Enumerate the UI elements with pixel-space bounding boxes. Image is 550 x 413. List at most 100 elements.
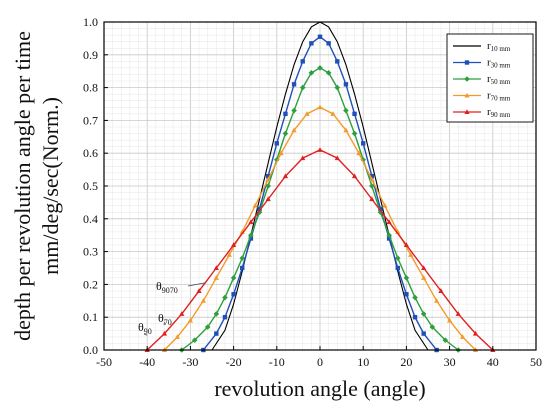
data-point <box>191 337 198 343</box>
data-point <box>386 232 392 238</box>
data-point <box>200 298 206 303</box>
data-point <box>429 324 436 330</box>
legend-entry: r90 mm <box>453 106 511 119</box>
data-point <box>343 127 349 133</box>
data-point <box>278 150 284 156</box>
data-point <box>412 294 418 301</box>
data-point <box>213 265 219 270</box>
data-point <box>317 104 323 110</box>
annotation-label: θ9070 <box>156 279 178 295</box>
data-point <box>317 34 323 39</box>
data-point <box>434 298 440 303</box>
y-tick-label: 0.0 <box>83 343 98 357</box>
data-point <box>351 173 358 179</box>
data-point <box>300 59 305 64</box>
y-tick-label: 0.9 <box>83 48 98 62</box>
legend-marker <box>464 76 470 82</box>
y-tick-label: 0.8 <box>83 81 98 95</box>
data-point <box>330 111 336 116</box>
data-point <box>442 337 449 343</box>
y-axis-title: depth per revolution angle per time mm/de… <box>10 31 63 341</box>
legend-entry: r30 mm <box>453 57 511 70</box>
data-point <box>291 127 297 133</box>
x-tick-label: 30 <box>444 355 456 369</box>
data-point <box>361 141 366 146</box>
data-point <box>447 317 453 323</box>
data-point <box>308 70 315 76</box>
y-tick-label: 0.1 <box>83 310 98 324</box>
legend-label: r70 mm <box>487 90 511 103</box>
legend-label: r30 mm <box>487 57 511 70</box>
annotation-2: θ90 <box>138 320 152 336</box>
legend-label: r50 mm <box>487 73 511 86</box>
x-tick-label: -30 <box>182 355 198 369</box>
data-point <box>265 196 271 202</box>
data-point <box>317 65 323 71</box>
data-point <box>317 147 323 152</box>
data-point <box>325 70 332 76</box>
data-point <box>334 84 341 91</box>
data-point <box>360 156 366 163</box>
data-point <box>408 252 414 257</box>
annotation-leader <box>187 282 206 287</box>
data-point <box>335 59 340 64</box>
x-tick-label: -40 <box>139 355 155 369</box>
data-point <box>291 107 297 114</box>
data-point <box>265 176 271 182</box>
data-point <box>214 331 219 336</box>
data-point <box>213 311 220 317</box>
data-point <box>369 173 375 179</box>
data-point <box>403 242 409 248</box>
x-tick-label: 0 <box>317 355 323 369</box>
data-point <box>196 288 202 293</box>
data-point <box>300 155 306 161</box>
data-point <box>265 183 271 189</box>
data-point <box>226 252 232 257</box>
legend-label: r10 mm <box>487 40 511 53</box>
data-point <box>248 232 254 238</box>
data-point <box>161 330 168 336</box>
data-point <box>369 196 375 202</box>
data-point <box>395 265 400 271</box>
legend-entry: r70 mm <box>453 90 511 103</box>
data-point <box>459 334 466 339</box>
data-point <box>187 317 193 323</box>
data-point <box>283 111 288 117</box>
legend-entry: r50 mm <box>453 73 511 86</box>
y-tick-label: 0.4 <box>83 212 98 226</box>
series-2 <box>178 65 462 353</box>
data-point <box>455 311 461 316</box>
y-tick-label: 0.2 <box>83 277 98 291</box>
data-point <box>252 202 258 208</box>
data-point <box>222 315 228 320</box>
legend-marker <box>464 92 470 98</box>
annotation-label: θ90 <box>138 320 152 336</box>
x-tick-label: -50 <box>96 355 112 369</box>
data-point <box>334 155 340 161</box>
data-point <box>230 275 237 281</box>
data-point <box>291 82 297 87</box>
y-tick-label: 1.0 <box>83 15 98 29</box>
data-point <box>179 311 185 316</box>
legend-marker <box>464 60 470 65</box>
data-point <box>256 209 263 216</box>
data-point <box>326 41 331 46</box>
data-point <box>257 206 262 212</box>
data-point <box>309 41 314 46</box>
x-tick-label: -20 <box>226 355 242 369</box>
y-axis-title-line: mm/deg/sec(Norm.) <box>38 97 63 275</box>
legend-label: r90 mm <box>487 106 511 119</box>
data-point <box>304 111 310 116</box>
data-point <box>274 141 279 146</box>
data-point <box>174 334 181 339</box>
data-point <box>369 176 375 182</box>
legend-marker <box>464 109 470 114</box>
data-point <box>369 183 375 189</box>
data-point <box>299 84 306 91</box>
data-point <box>231 242 237 248</box>
annotation-1: θ70 <box>158 311 172 327</box>
annotation-0: θ9070 <box>156 279 206 295</box>
data-point <box>394 255 401 261</box>
data-point <box>421 331 426 336</box>
